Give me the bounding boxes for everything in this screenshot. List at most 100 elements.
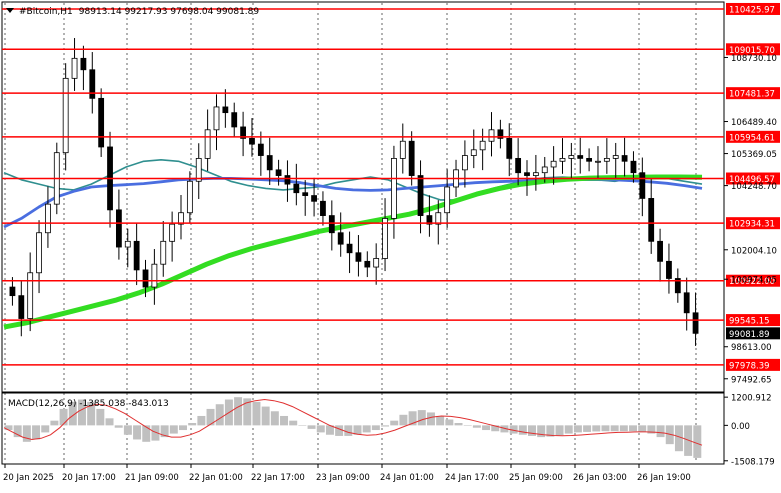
macd-histogram-bar: [32, 425, 41, 440]
candle: [62, 63, 69, 171]
candle: [151, 249, 158, 305]
level-price-box: [726, 87, 780, 100]
price-tick-label: 100974.05: [731, 276, 777, 286]
macd-histogram-bar: [96, 408, 105, 426]
current-price-box: [726, 327, 780, 340]
candle: [630, 151, 637, 183]
macd-histogram-bar: [592, 425, 601, 432]
candle: [346, 231, 353, 274]
candle: [674, 268, 681, 303]
candle: [382, 198, 388, 272]
macd-histogram-bar: [41, 425, 50, 433]
candle: [603, 138, 610, 174]
candle: [213, 94, 220, 151]
candle: [435, 200, 442, 245]
candle: [683, 277, 690, 331]
price-tick-label: 97492.65: [731, 375, 772, 385]
macd-histogram-bar: [482, 425, 491, 431]
macd-histogram-bar: [353, 425, 362, 435]
level-price-box: [726, 2, 780, 15]
macd-histogram-bar: [206, 408, 215, 426]
macd-histogram-bar: [298, 425, 307, 426]
macd-histogram-bar: [601, 425, 610, 432]
macd-histogram-bar: [215, 404, 224, 426]
macd-histogram-bar: [500, 425, 509, 433]
candle: [71, 38, 78, 91]
macd-histogram-bar: [160, 425, 169, 438]
macd-histogram-bar: [87, 401, 96, 426]
macd-histogram-bar: [546, 425, 555, 437]
macd-tick-label: 0.00: [731, 422, 750, 432]
price-axis: 108730.10 106489.40 105369.05 104248.70 1020…: [724, 54, 780, 385]
macd-histogram-bar: [13, 425, 22, 438]
macd-histogram-bar: [619, 425, 628, 432]
candle: [355, 235, 362, 277]
time-tick-label: 26 Jan 03:00: [573, 473, 627, 483]
time-tick-label: 26 Jan 19:00: [637, 473, 691, 483]
candle: [364, 251, 371, 278]
macd-histogram-bar: [684, 425, 693, 456]
time-tick-label: 25 Jan 09:00: [509, 473, 563, 483]
macd-histogram-bar: [417, 410, 426, 426]
macd-histogram-bar: [179, 425, 187, 431]
symbol-label: #Bitcoin,H1 98913.14 99217.93 97698.04 99…: [19, 7, 259, 17]
candle: [9, 277, 16, 306]
candle: [133, 223, 140, 286]
candle: [337, 212, 344, 257]
macd-histogram-bar: [518, 425, 527, 435]
macd-histogram-bar: [573, 425, 582, 433]
macd-histogram-bar: [4, 425, 13, 431]
level-price-box: [726, 358, 780, 371]
support-resistance-levels: 110425.97 109015.70 107481.37 105954.61 1044…: [2, 2, 780, 371]
candle: [45, 186, 51, 248]
candle: [621, 137, 628, 177]
level-price-box: [726, 43, 780, 56]
level-price-box: [726, 314, 780, 327]
candle: [302, 180, 309, 216]
level-price-box: [726, 217, 780, 230]
macd-histogram-bar: [399, 414, 408, 426]
macd-histogram-bar: [509, 425, 518, 434]
macd-histogram-bar: [463, 425, 472, 426]
macd-signal-line: [3, 398, 703, 446]
candle: [27, 252, 34, 332]
candle: [89, 52, 96, 114]
price-tick-label: 108730.10: [731, 54, 777, 64]
macd-histogram-bar: [537, 425, 546, 438]
level-price-label: 107481.37: [729, 90, 775, 100]
time-tick-label: 24 Jan 17:00: [445, 473, 499, 483]
macd-histogram-bar: [77, 399, 86, 426]
level-price-label: 100922.00: [729, 277, 775, 287]
dropdown-triangle-icon[interactable]: [6, 8, 14, 13]
candle: [488, 112, 495, 157]
level-price-label: 99545.15: [729, 317, 770, 327]
macd-histogram-bar: [335, 425, 344, 436]
candle: [577, 137, 584, 174]
macd-histogram-bar: [270, 411, 279, 426]
macd-histogram-bar: [472, 425, 481, 428]
macd-tick-label: -1508.179: [731, 457, 775, 467]
macd-histogram-bar: [114, 425, 123, 428]
macd-histogram-bar: [188, 423, 197, 426]
candle: [595, 146, 601, 179]
candle: [320, 191, 326, 226]
candle: [506, 123, 513, 177]
candle: [470, 129, 477, 169]
candle: [195, 143, 202, 200]
level-price-box: [726, 172, 780, 185]
macd-histogram-bar: [142, 425, 151, 442]
macd-histogram-bar: [408, 411, 417, 426]
macd-histogram-bar: [564, 425, 573, 434]
level-price-label: 102934.31: [729, 220, 775, 230]
candle: [98, 88, 105, 157]
macd-histogram-bar: [693, 425, 702, 458]
level-price-box: [726, 274, 780, 287]
level-price-label: 97978.39: [729, 361, 770, 371]
price-tick-label: 106489.40: [731, 118, 777, 128]
candle: [692, 292, 699, 346]
candle: [160, 221, 167, 277]
candle: [186, 171, 193, 223]
candle: [222, 89, 229, 128]
candle: [204, 109, 211, 171]
